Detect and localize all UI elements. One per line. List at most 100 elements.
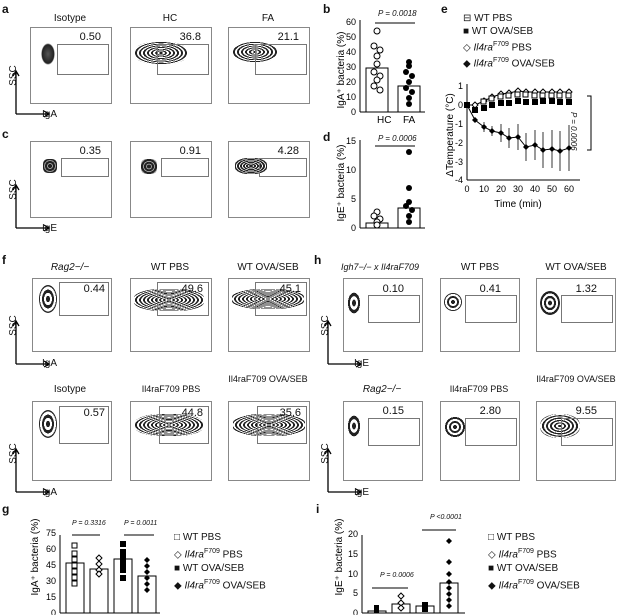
facs-plot: 0.10 (343, 278, 423, 352)
svg-text:IgA⁺ bacteria (%): IgA⁺ bacteria (%) (30, 519, 41, 596)
cell-population (444, 416, 466, 438)
cell-population (135, 42, 187, 64)
open-diamond-marker-icon: ◇ (174, 549, 182, 561)
facs-title: Isotype (53, 13, 87, 24)
open-diamond-marker-icon: ◇ (488, 549, 496, 561)
gate (255, 282, 307, 316)
filled-square-marker-icon: ■ (488, 563, 495, 575)
open-diamond-marker-icon: ◇ (463, 42, 471, 54)
p-value: P = 0.0006 (569, 112, 578, 151)
facs-plot: 9.55 (536, 401, 616, 481)
svg-text:0: 0 (351, 223, 356, 233)
gate-percentage: 0.50 (79, 31, 101, 43)
svg-text:HC: HC (377, 115, 391, 125)
svg-text:0: 0 (351, 107, 356, 117)
p-value: P = 0.0006 (378, 134, 417, 143)
svg-text:FA: FA (403, 115, 416, 125)
svg-text:50: 50 (547, 184, 557, 194)
gate (259, 158, 307, 177)
facs-title: Il4raF709 OVA/SEB (536, 374, 616, 384)
gate-percentage: 44.8 (181, 407, 203, 419)
legend-item: ◇ Il4raF709 PBS (174, 548, 243, 561)
svg-text:-4: -4 (455, 175, 463, 185)
svg-text:20: 20 (346, 77, 356, 87)
svg-text:40: 40 (346, 47, 356, 57)
y-axis-title: IgE⁺ bacteria (%) (336, 145, 347, 222)
x-axis-label: IgE (354, 487, 370, 498)
x-axis-label: IgA (42, 358, 58, 369)
legend-item: ■ WT OVA/SEB (488, 563, 559, 575)
panel-label-i: i (316, 502, 320, 516)
facs-plot: 45.1 (228, 278, 310, 352)
svg-text:10: 10 (346, 92, 356, 102)
svg-text:30: 30 (46, 576, 56, 586)
facs-title: WT PBS (150, 262, 190, 273)
gate (255, 44, 307, 75)
filled-diamond-marker-icon: ◆ (488, 580, 496, 592)
cell-population (347, 414, 361, 438)
cell-population (39, 410, 57, 438)
gate (257, 406, 307, 444)
gate-percentage: 4.28 (277, 145, 299, 157)
facs-title: HC (162, 13, 178, 24)
svg-text:15: 15 (46, 592, 56, 602)
svg-text:HC: HC (377, 232, 391, 233)
cell-population (41, 43, 55, 65)
x-axis-label: IgA (42, 487, 58, 498)
facs-title: WT PBS (460, 262, 500, 273)
p-value: P = 0.0018 (378, 9, 417, 18)
facs-plot: 21.1 (228, 27, 310, 104)
panel-label-a: a (2, 2, 9, 16)
svg-text:5: 5 (353, 588, 358, 598)
facs-plot: 44.8 (130, 401, 212, 481)
p-value: P = 0.0006 (380, 572, 414, 579)
legend-i: □ WT PBS ◇ Il4raF709 PBS ■ WT OVA/SEB ◆ … (488, 531, 580, 594)
legend-item: □ WT PBS (174, 532, 221, 543)
gate-percentage: 0.91 (179, 145, 201, 157)
cell-population (134, 289, 204, 311)
svg-text:10: 10 (346, 165, 356, 175)
svg-text:IgE⁺ bacteria (%): IgE⁺ bacteria (%) (334, 519, 345, 596)
gate-percentage: 9.55 (575, 405, 597, 417)
svg-text:10: 10 (348, 569, 358, 579)
facs-plot: 1.32 (536, 278, 616, 352)
facs-plot: 0.50 (30, 27, 112, 104)
y-axis-label: SSC (319, 315, 331, 336)
cell-population (135, 414, 203, 436)
legend-item: ■ WT OVA/SEB (463, 26, 534, 37)
cell-population (43, 159, 57, 173)
gate-percentage: 0.44 (83, 283, 105, 295)
svg-text:0: 0 (464, 184, 469, 194)
gate (368, 295, 420, 323)
svg-text:40: 40 (530, 184, 540, 194)
axis-arrows (12, 69, 51, 118)
gate (161, 158, 209, 177)
gate-percentage: 2.80 (479, 405, 501, 417)
svg-text:0: 0 (458, 100, 463, 110)
x-axis-label: IgA (42, 109, 58, 120)
gate-percentage: 0.15 (382, 405, 404, 417)
legend-g: □ WT PBS ◇ Il4raF709 PBS ■ WT OVA/SEB ◆ … (174, 531, 266, 594)
facs-title: WT OVA/SEB (237, 262, 299, 273)
panel-label-b: b (323, 2, 331, 16)
gate (159, 406, 209, 444)
panel-label-d: d (323, 130, 331, 144)
svg-text:5: 5 (351, 194, 356, 204)
facs-plot: 0.44 (32, 278, 112, 352)
facs-plot: 36.8 (130, 27, 212, 104)
svg-text:60: 60 (46, 544, 56, 554)
gate (157, 44, 209, 75)
gate (57, 44, 109, 75)
axis-arrows (324, 319, 363, 368)
legend-item: ⊟ WT PBS (463, 13, 513, 24)
axis-arrows (12, 319, 51, 368)
svg-text:0: 0 (51, 608, 56, 615)
svg-text:20: 20 (496, 184, 506, 194)
facs-title: Il4raF709 OVA/SEB (228, 374, 308, 384)
y-axis-title: IgA⁺ bacteria (%) (336, 32, 347, 109)
facs-plot: 49.6 (130, 278, 212, 352)
panel-label-f: f (2, 253, 6, 267)
facs-title: WT OVA/SEB (545, 262, 607, 273)
facs-plot: 0.35 (30, 141, 112, 218)
gate (465, 295, 517, 323)
